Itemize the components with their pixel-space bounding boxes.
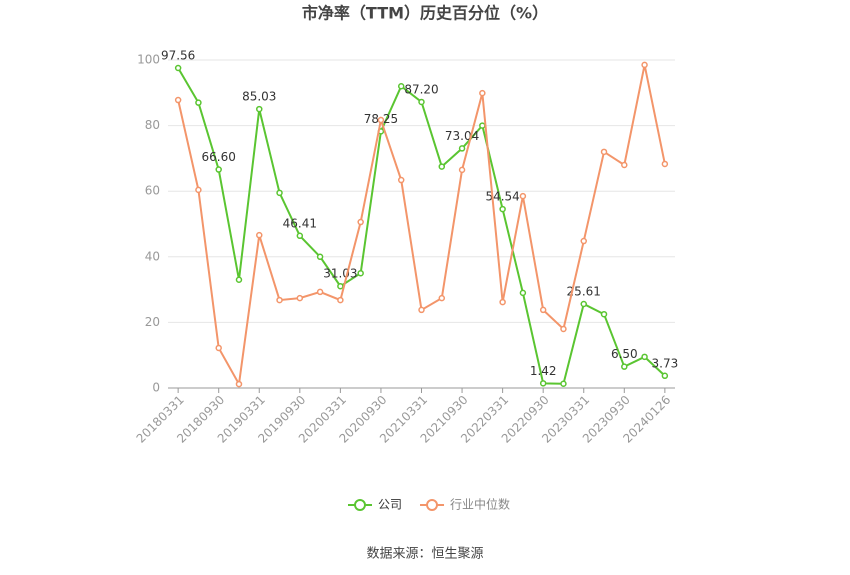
data-label: 87.20 <box>404 82 438 96</box>
series-line <box>177 67 666 385</box>
point <box>195 99 202 106</box>
point <box>641 353 648 361</box>
point <box>539 380 547 387</box>
point <box>499 298 506 306</box>
data-label: 73.04 <box>445 129 479 143</box>
legend-marker <box>426 499 439 511</box>
y-tick-label: 40 <box>145 249 160 263</box>
data-label: 54.54 <box>485 190 519 204</box>
y-tick-label: 80 <box>145 118 160 132</box>
point <box>458 166 466 174</box>
point <box>357 269 364 277</box>
point <box>621 363 628 370</box>
point <box>418 98 425 106</box>
point <box>438 163 446 170</box>
point <box>580 237 587 245</box>
point <box>661 372 669 380</box>
point <box>337 296 344 304</box>
point <box>215 344 222 352</box>
data-label: 31.03 <box>323 267 357 281</box>
point <box>215 166 222 173</box>
point <box>256 231 263 239</box>
legend-label: 公司 <box>378 498 402 512</box>
point <box>296 294 304 302</box>
point <box>235 276 243 284</box>
point <box>316 253 324 261</box>
point <box>479 89 486 97</box>
point <box>539 306 547 314</box>
point <box>337 282 344 290</box>
chart-title: 市净率（TTM）历史百分位（%） <box>302 4 548 23</box>
point <box>235 380 243 388</box>
point <box>174 64 182 72</box>
point <box>296 232 304 240</box>
data-label: 25.61 <box>567 284 601 298</box>
data-label: 6.50 <box>611 347 638 361</box>
point <box>397 176 405 184</box>
point <box>580 300 587 308</box>
point <box>519 289 527 297</box>
point <box>499 205 506 213</box>
data-label: 1.42 <box>530 364 557 378</box>
point <box>458 145 466 152</box>
point <box>174 96 182 104</box>
point <box>641 61 648 69</box>
y-tick-label: 100 <box>137 53 160 67</box>
point <box>621 161 628 169</box>
y-tick-label: 0 <box>152 381 160 395</box>
point <box>377 116 385 124</box>
point <box>195 186 202 194</box>
data-label: 66.60 <box>202 150 236 164</box>
point <box>661 160 669 168</box>
data-label: 46.41 <box>283 216 317 230</box>
point <box>600 310 608 318</box>
legend-marker <box>354 499 366 511</box>
point <box>519 192 527 200</box>
point <box>479 122 486 129</box>
point <box>560 325 567 333</box>
point <box>276 296 283 304</box>
point <box>276 189 283 197</box>
data-label: 97.56 <box>161 49 195 63</box>
point <box>256 105 263 113</box>
y-tick-label: 20 <box>145 315 160 329</box>
point <box>438 294 446 302</box>
data-label: 85.03 <box>242 90 276 104</box>
source: 数据来源：恒生聚源 <box>366 547 483 562</box>
point <box>418 306 425 314</box>
y-tick-label: 60 <box>145 184 160 198</box>
legend-label: 行业中位数 <box>450 497 510 512</box>
point <box>357 218 364 226</box>
series-line <box>177 64 666 388</box>
point <box>560 380 567 387</box>
point <box>316 288 324 296</box>
point <box>397 82 405 90</box>
data-label: 3.73 <box>652 356 679 370</box>
point <box>600 148 608 156</box>
